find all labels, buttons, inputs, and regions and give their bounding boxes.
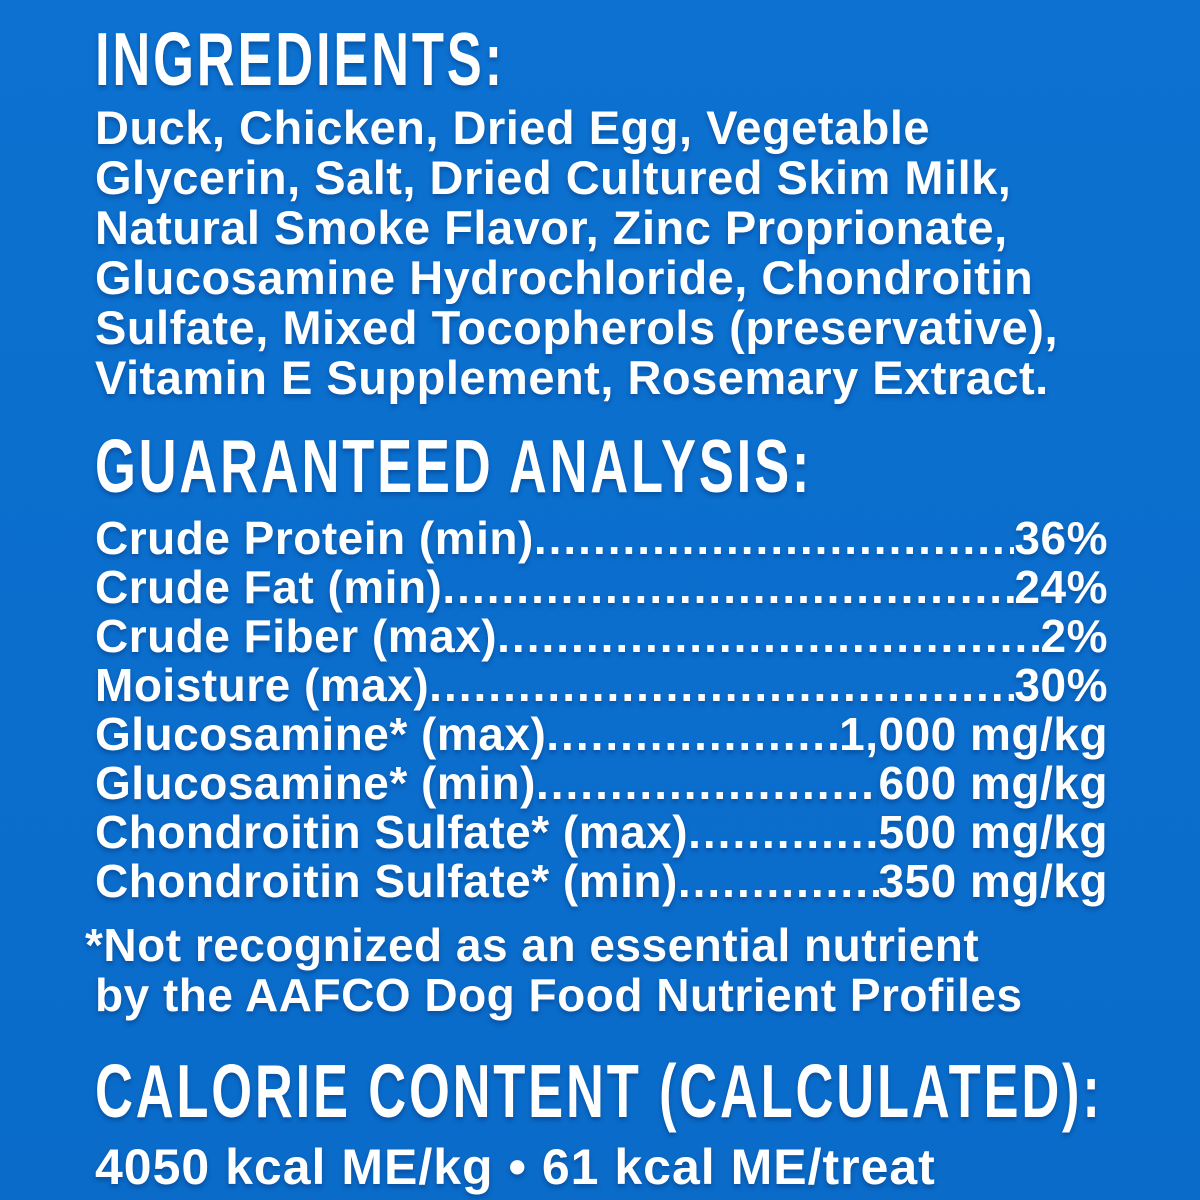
- analysis-label: Crude Fiber (max): [95, 610, 498, 662]
- guaranteed-analysis-heading-text: GUARANTEED ANALYSIS:: [95, 424, 813, 508]
- ingredients-heading-text: INGREDIENTS:: [95, 17, 505, 101]
- guaranteed-analysis-table: Crude Protein (min).....................…: [95, 514, 1108, 906]
- dot-leader: ........................................…: [688, 808, 878, 857]
- analysis-value: 600 mg/kg: [878, 757, 1108, 809]
- analysis-row: Glucosamine* (max)......................…: [95, 710, 1108, 759]
- analysis-label: Glucosamine* (min): [95, 757, 536, 809]
- analysis-value: 2%: [1040, 610, 1108, 662]
- calorie-content-heading: CALORIE CONTENT (CALCULATED):: [95, 1054, 1108, 1129]
- analysis-value: 1,000 mg/kg: [839, 708, 1108, 760]
- footnote-line: *Not recognized as an essential nutrient: [85, 919, 980, 971]
- analysis-row: Chondroitin Sulfate* (max)..............…: [95, 808, 1108, 857]
- analysis-value: 350 mg/kg: [878, 855, 1108, 907]
- analysis-row: Glucosamine* (min)......................…: [95, 759, 1108, 808]
- analysis-value: 500 mg/kg: [878, 806, 1108, 858]
- ingredients-line: Duck, Chicken, Dried Egg, Vegetable: [95, 101, 931, 154]
- aafco-footnote: *Not recognized as an essential nutrient…: [85, 920, 1108, 1021]
- analysis-row: Crude Fat (min).........................…: [95, 563, 1108, 612]
- analysis-value: 24%: [1014, 561, 1108, 613]
- dot-leader: ........................................…: [442, 563, 1015, 612]
- analysis-label: Chondroitin Sulfate* (max): [95, 806, 689, 858]
- ingredients-heading: INGREDIENTS:: [95, 22, 1108, 97]
- analysis-label: Crude Protein (min): [95, 512, 534, 564]
- analysis-label: Crude Fat (min): [95, 561, 443, 613]
- dot-leader: ........................................…: [535, 759, 879, 808]
- analysis-value: 36%: [1014, 512, 1108, 564]
- calorie-content-heading-text: CALORIE CONTENT (CALCULATED):: [95, 1049, 1103, 1133]
- analysis-row: Chondroitin Sulfate* (min)..............…: [95, 857, 1108, 906]
- dot-leader: ........................................…: [546, 710, 840, 759]
- dot-leader: ........................................…: [497, 612, 1041, 661]
- calorie-content-value: 4050 kcal ME/kg • 61 kcal ME/treat: [95, 1139, 936, 1195]
- dot-leader: ........................................…: [533, 514, 1015, 563]
- analysis-label: Chondroitin Sulfate* (min): [95, 855, 678, 907]
- ingredients-line: Natural Smoke Flavor, Zinc Proprionate,: [95, 201, 1008, 254]
- footnote-line: by the AAFCO Dog Food Nutrient Profiles: [95, 969, 1023, 1021]
- analysis-value: 30%: [1014, 659, 1108, 711]
- ingredients-line: Sulfate, Mixed Tocopherols (preservative…: [95, 301, 1058, 354]
- dot-leader: ........................................…: [429, 661, 1015, 710]
- ingredients-line: Glycerin, Salt, Dried Cultured Skim Milk…: [95, 151, 1012, 204]
- analysis-label: Moisture (max): [95, 659, 430, 711]
- dot-leader: ........................................…: [677, 857, 879, 906]
- guaranteed-analysis-heading: GUARANTEED ANALYSIS:: [95, 429, 1108, 504]
- ingredients-line: Vitamin E Supplement, Rosemary Extract.: [95, 351, 1049, 404]
- analysis-label: Glucosamine* (max): [95, 708, 547, 760]
- analysis-row: Moisture (max)..........................…: [95, 661, 1108, 710]
- ingredients-paragraph: Duck, Chicken, Dried Egg, Vegetable Glyc…: [95, 103, 1108, 403]
- ingredients-line: Glucosamine Hydrochloride, Chondroitin: [95, 251, 1034, 304]
- analysis-row: Crude Protein (min).....................…: [95, 514, 1108, 563]
- analysis-row: Crude Fiber (max).......................…: [95, 612, 1108, 661]
